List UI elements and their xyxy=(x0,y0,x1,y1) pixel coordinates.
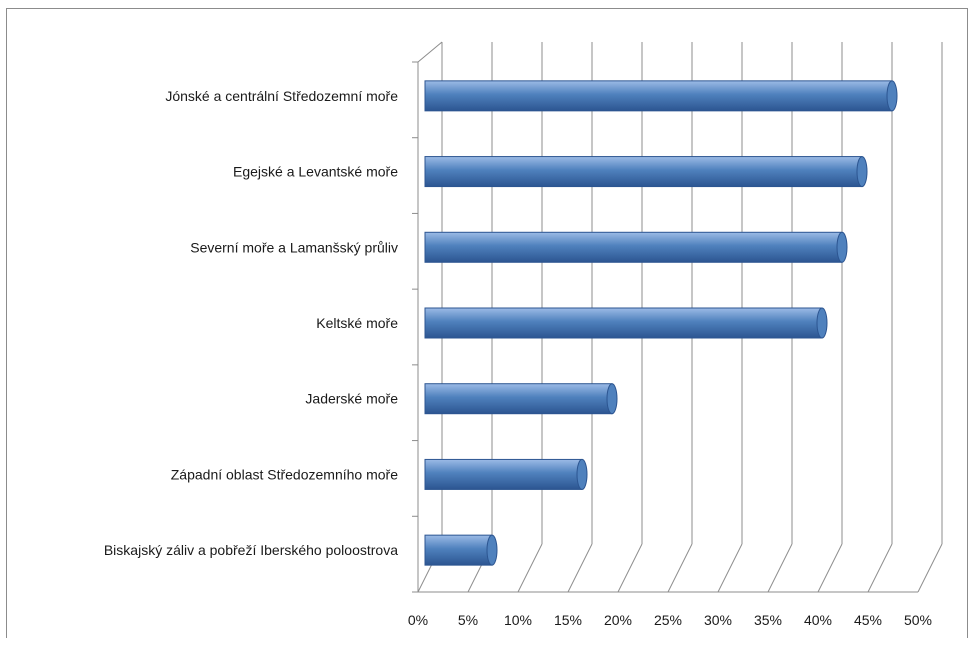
category-label: Egejské a Levantské moře xyxy=(233,164,398,180)
x-tick-label: 50% xyxy=(904,612,932,628)
bars xyxy=(424,80,898,566)
bar-cap xyxy=(576,458,588,490)
floor-gridline xyxy=(717,543,743,593)
bar xyxy=(424,156,868,188)
category-label: Jaderské moře xyxy=(305,391,398,407)
bar xyxy=(424,534,498,566)
x-tick-labels: 0% 5% 10% 15% 20% 25% 30% 35% 40% 45% 50% xyxy=(408,612,932,628)
category-label: Západní oblast Středozemního moře xyxy=(171,466,398,482)
bar xyxy=(424,307,828,339)
floor-gridline xyxy=(617,543,643,593)
bar xyxy=(424,231,848,263)
bar-cap xyxy=(606,383,618,415)
bar-body xyxy=(424,383,613,415)
x-tick-label: 15% xyxy=(554,612,582,628)
bar-cap xyxy=(836,231,848,263)
x-tick-label: 30% xyxy=(704,612,732,628)
bar xyxy=(424,458,588,490)
category-label: Severní moře a Lamanšský průliv xyxy=(190,239,398,255)
bar-body xyxy=(424,458,583,490)
floor-gridline xyxy=(767,543,793,593)
category-label: Keltské moře xyxy=(316,315,398,331)
bar-body xyxy=(424,80,893,112)
bar-cap xyxy=(886,80,898,112)
floor-gridline xyxy=(667,543,693,593)
bar-cap xyxy=(856,156,868,188)
floor-gridline xyxy=(917,543,943,593)
floor-gridline xyxy=(567,543,593,593)
floor-gridline xyxy=(517,543,543,593)
bar xyxy=(424,383,618,415)
bar-body xyxy=(424,534,493,566)
gridlines xyxy=(417,42,943,593)
bar-body xyxy=(424,231,843,263)
y-axis-top-edge xyxy=(417,41,443,63)
x-tick-label: 10% xyxy=(504,612,532,628)
floor-gridline xyxy=(867,543,893,593)
bar-body xyxy=(424,156,863,188)
x-tick-label: 0% xyxy=(408,612,428,628)
floor-gridline xyxy=(817,543,843,593)
bar-cap xyxy=(486,534,498,566)
bar-body xyxy=(424,307,823,339)
x-tick-label: 5% xyxy=(458,612,478,628)
category-labels: Jónské a centrální Středozemní moře Egejs… xyxy=(104,88,398,558)
x-tick-label: 40% xyxy=(804,612,832,628)
bar-cap xyxy=(816,307,828,339)
axes xyxy=(412,41,918,593)
category-label: Biskajský záliv a pobřeží Iberského polo… xyxy=(104,542,398,558)
x-tick-label: 20% xyxy=(604,612,632,628)
bar xyxy=(424,80,898,112)
x-tick-label: 35% xyxy=(754,612,782,628)
category-label: Jónské a centrální Středozemní moře xyxy=(165,88,398,104)
x-tick-label: 25% xyxy=(654,612,682,628)
x-tick-label: 45% xyxy=(854,612,882,628)
